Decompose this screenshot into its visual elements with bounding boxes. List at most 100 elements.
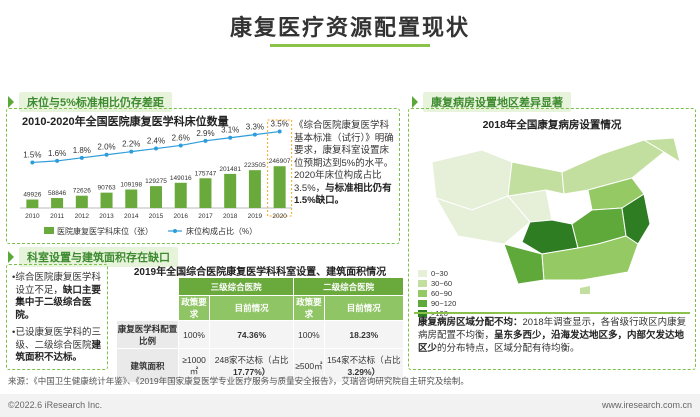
- legend-item: 30~60: [418, 278, 456, 288]
- section-marker-icon: [8, 251, 14, 263]
- page-title: 康复医疗资源配置现状: [229, 15, 470, 40]
- percent-label: 3.5%: [271, 120, 289, 129]
- percent-point: [252, 132, 257, 137]
- percent-label: 2.0%: [97, 143, 115, 152]
- bar: [224, 173, 237, 208]
- percent-point: [178, 143, 183, 148]
- table-row: 建筑面积 ≥1000㎡ 248家不达标（占比17.77%） ≥500㎡ 154家…: [116, 348, 405, 383]
- percent-label: 2.2%: [122, 140, 140, 149]
- percent-label: 1.8%: [73, 146, 91, 155]
- x-tick-label: 2019: [248, 213, 263, 220]
- region-gansu: [507, 161, 565, 197]
- section-marker-icon: [412, 96, 418, 108]
- source-note: 来源：《中国卫生健康统计年鉴》、《2019年国家康复医学专业医疗服务与质量安全报…: [8, 376, 469, 386]
- bar: [150, 186, 162, 208]
- bar-value-label: 201481: [219, 166, 241, 173]
- bar: [100, 192, 113, 208]
- bar-value-label: 149016: [170, 175, 192, 182]
- copyright: ©2022.6 iResearch Inc.: [8, 400, 103, 410]
- bar-value-label: 49926: [23, 192, 41, 199]
- bar-value-label: 246907: [269, 158, 291, 165]
- region-east: [621, 193, 651, 245]
- website-link[interactable]: www.iresearch.com.cn: [601, 400, 692, 410]
- department-note-panel: [6, 264, 108, 370]
- col-group-tier2: 二级综合医院: [293, 277, 404, 296]
- beds-panel: [6, 108, 400, 244]
- department-note: • 综合医院康复医学科设立不足，缺口主要集中于二级综合医院。 • 已设康复医学科的三…: [12, 272, 101, 363]
- bar: [75, 195, 88, 208]
- table-title: 2019年全国综合医院康复医学科科室设置、建筑面积情况: [133, 267, 387, 278]
- map-regions: [431, 137, 681, 294]
- bar-value-label: 72626: [73, 188, 91, 195]
- percent-point: [30, 160, 35, 165]
- highlight-2020-box: [267, 119, 293, 217]
- bar: [199, 178, 212, 208]
- region-hainan: [580, 286, 590, 294]
- footer: ©2022.6 iResearch Inc. www.iresearch.com…: [0, 394, 700, 417]
- x-tick-label: 2016: [173, 213, 188, 220]
- map-title: 2018年全国康复病房设置情况: [482, 119, 622, 131]
- percent-point: [154, 146, 158, 151]
- percent-label: 1.5%: [23, 150, 41, 159]
- bar-value-label: 58846: [48, 190, 66, 197]
- percent-point: [79, 155, 84, 160]
- sub-header: 目前情况: [209, 295, 295, 321]
- x-tick-label: 2020: [272, 213, 287, 220]
- legend-swatch: [418, 279, 427, 287]
- legend-label-line: 床位构成占比（%）: [186, 226, 257, 236]
- bar: [248, 170, 261, 208]
- x-tick-label: 2013: [99, 213, 114, 220]
- sub-header: 政策要求: [177, 295, 211, 321]
- china-map: [431, 137, 681, 294]
- percent-label: 2.4%: [147, 137, 165, 146]
- bar: [125, 189, 138, 208]
- legend-swatch: [418, 299, 427, 307]
- wards-panel: [408, 108, 696, 370]
- section-marker-icon: [8, 96, 14, 108]
- legend-item: 90~120: [418, 298, 456, 308]
- percent-point: [104, 152, 109, 157]
- x-tick-label: 2014: [124, 213, 139, 220]
- title-underline: [270, 44, 430, 47]
- region-neimenggu: [561, 139, 665, 195]
- legend-item: 60~90: [418, 288, 456, 298]
- percent-label: 2.9%: [196, 129, 214, 138]
- chart-title: 2010-2020年全国医院康复医学科床位数量: [22, 116, 229, 128]
- bar: [273, 166, 286, 208]
- bar-value-label: 90763: [98, 185, 116, 192]
- percent-label: 1.6%: [48, 149, 66, 158]
- x-tick-label: 2010: [25, 213, 40, 220]
- map-note-rule: [414, 312, 690, 366]
- x-tick-label: 2011: [50, 213, 64, 220]
- region-south: [541, 235, 639, 281]
- beds-note: 《综合医院康复医学科基本标准（试行）》明确要求，康复科室设置床位预期达到5%的水…: [294, 120, 394, 206]
- sub-header: 政策要求: [293, 295, 325, 321]
- bar: [51, 198, 64, 208]
- percent-label: 3.3%: [246, 123, 264, 132]
- legend-swatch: [418, 289, 427, 297]
- bed-chart: 49926 2010 58846 2011 72626 2012 90763 2013 1091…: [20, 119, 293, 236]
- legend-swatch-point: [173, 229, 177, 233]
- percent-point: [55, 158, 60, 163]
- section-title-departments: 科室设置与建筑面积存在缺口: [8, 247, 178, 267]
- section-title-beds: 床位与5%标准相比仍存差距: [8, 92, 172, 112]
- x-tick-label: 2017: [198, 213, 213, 220]
- sub-header: 目前情况: [323, 295, 405, 321]
- bar-value-label: 129275: [145, 178, 167, 185]
- bar: [26, 199, 39, 208]
- table-row: 康复医学科配置比例 100% 74.36% 100% 18.23%: [116, 320, 405, 349]
- bar-value-label: 223505: [244, 162, 266, 169]
- legend-item: 0~30: [418, 268, 456, 278]
- section-title-wards: 康复病房设置地区差异显著: [412, 92, 571, 112]
- x-tick-label: 2012: [75, 213, 90, 220]
- region-heilongjiang: [642, 137, 681, 164]
- map-legend: 0~30 30~60 60~90 90~120 >120: [418, 268, 456, 318]
- percent-point: [277, 129, 282, 134]
- bar-value-label: 109198: [120, 182, 142, 189]
- percent-point: [129, 149, 134, 154]
- percent-label: 3.1%: [221, 126, 239, 135]
- bar: [174, 182, 187, 208]
- bar-value-label: 175747: [195, 170, 217, 177]
- percent-label: 2.6%: [172, 133, 190, 142]
